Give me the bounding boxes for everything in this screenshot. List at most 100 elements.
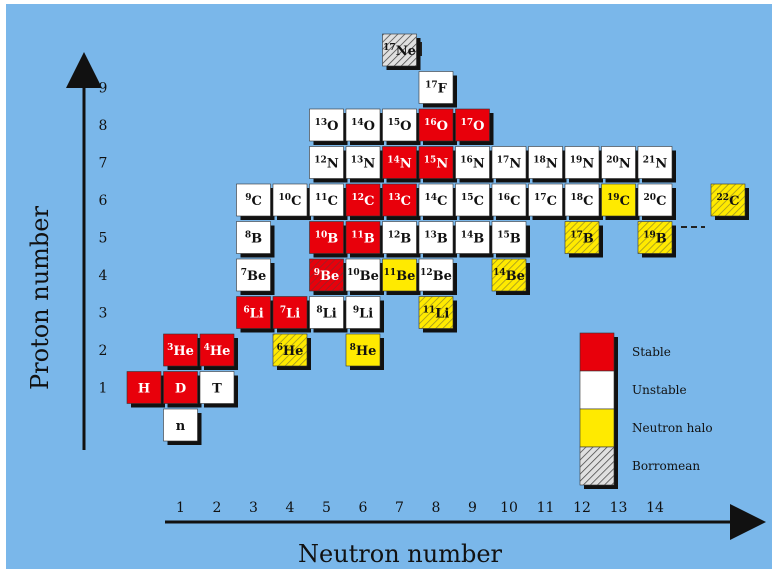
element-symbol: N xyxy=(436,157,448,172)
cell-box xyxy=(564,183,600,217)
cell-box xyxy=(601,183,636,217)
mass-number: 3 xyxy=(167,343,173,353)
nuclide-15c: 15C xyxy=(455,183,494,220)
nuclide-1h: H xyxy=(126,371,165,408)
nuclide-label: 12N xyxy=(314,156,339,172)
mass-number: 11 xyxy=(351,231,364,241)
mass-number: 15 xyxy=(461,193,474,203)
mass-number: 22 xyxy=(717,193,730,203)
cell-box xyxy=(455,221,490,254)
nuclide-label: 10B xyxy=(315,231,339,247)
element-symbol: C xyxy=(401,194,411,209)
mass-number: 19 xyxy=(643,231,656,241)
element-symbol: C xyxy=(437,194,447,209)
element-symbol: N xyxy=(619,157,631,172)
mass-number: 6 xyxy=(277,343,283,353)
cell-box xyxy=(309,183,344,217)
cell-box xyxy=(528,146,563,179)
mass-number: 11 xyxy=(315,193,328,203)
nuclide-12c: 12C xyxy=(345,183,384,220)
legend-label: Unstable xyxy=(632,383,687,397)
legend-item-stable: Stable xyxy=(579,332,671,372)
nuclide-label: 19B xyxy=(643,231,667,247)
element-symbol: B xyxy=(437,232,448,247)
x-axis-label: Neutron number xyxy=(298,540,503,568)
mass-number: 12 xyxy=(420,268,433,278)
cell-box xyxy=(345,296,381,329)
cell-box xyxy=(345,183,381,217)
nuclide-17f: 17F xyxy=(418,71,457,108)
x-tick-label: 7 xyxy=(395,500,404,516)
y-tick-label: 8 xyxy=(99,118,108,134)
nuclide-13c: 13C xyxy=(382,183,421,220)
nuclide-10c: 10C xyxy=(272,183,311,220)
element-symbol: B xyxy=(400,232,411,247)
element-symbol: Be xyxy=(360,269,379,284)
x-tick-label: 5 xyxy=(322,500,331,516)
cell-box xyxy=(418,71,454,104)
nuclide-4he: 4He xyxy=(199,333,238,370)
nuclide-label: 20C xyxy=(644,193,667,209)
cell-box xyxy=(491,146,527,179)
cell-box xyxy=(309,296,344,329)
element-symbol: N xyxy=(546,157,558,172)
legend-item-unstable: Unstable xyxy=(579,370,687,410)
nuclide-9be: 9Be xyxy=(309,258,348,295)
borromean-hatch xyxy=(711,184,745,216)
mass-number: 20 xyxy=(644,193,657,203)
y-axis-label: Proton number xyxy=(26,205,54,389)
nuclide-9c: 9C xyxy=(236,183,275,220)
nuclide-label: 22C xyxy=(717,193,740,209)
legend-item-halo: Neutron halo xyxy=(579,408,713,448)
mass-number: 6 xyxy=(243,306,249,316)
borromean-hatch xyxy=(638,221,672,254)
cell-box xyxy=(345,146,381,179)
nuclide-label: T xyxy=(212,382,222,397)
nuclide-13n: 13N xyxy=(345,146,384,183)
nuclide-11b: 11B xyxy=(345,221,384,258)
nuclide-8li: 8Li xyxy=(309,296,348,333)
cell-box xyxy=(272,296,308,329)
nuclide-label: 10Be xyxy=(347,268,379,284)
cell-box xyxy=(345,258,381,292)
element-symbol: He xyxy=(356,344,377,359)
nuclide-12b: 12B xyxy=(382,221,421,258)
nuclide-label: n xyxy=(176,419,186,434)
mass-number: 17 xyxy=(425,81,438,91)
nuclide-label: 13C xyxy=(388,193,411,209)
cell-box xyxy=(345,333,381,367)
element-symbol: B xyxy=(473,232,484,247)
nuclide-14c: 14C xyxy=(418,183,457,220)
legend-label: Borromean xyxy=(632,459,700,473)
nuclide-label: 13O xyxy=(315,118,339,134)
element-symbol: Li xyxy=(359,307,373,322)
nuclide-3he: 3He xyxy=(163,333,202,370)
mass-number: 19 xyxy=(607,193,620,203)
nuclide-16c: 16C xyxy=(491,183,530,220)
nuclide-label: 14N xyxy=(387,156,412,172)
mass-number: 15 xyxy=(388,118,401,128)
mass-number: 18 xyxy=(533,156,546,166)
mass-number: 12 xyxy=(388,231,401,241)
element-symbol: C xyxy=(510,194,520,209)
nuclide-16n: 16N xyxy=(455,146,494,183)
mass-number: 16 xyxy=(460,156,473,166)
element-symbol: Li xyxy=(323,307,337,322)
element-symbol: C xyxy=(328,194,338,209)
mass-number: 13 xyxy=(388,193,401,203)
mass-number: 7 xyxy=(280,306,286,316)
nuclide-label: 18N xyxy=(533,156,558,172)
nuclide-16o: 16O xyxy=(418,108,457,145)
cell-box xyxy=(163,408,198,442)
nuclide-label: 15N xyxy=(424,156,449,172)
element-symbol: O xyxy=(364,119,375,134)
element-symbol: N xyxy=(327,157,339,172)
mass-number: 9 xyxy=(245,193,251,203)
x-tick-label: 3 xyxy=(249,500,258,516)
nuclide-17n: 17N xyxy=(491,146,530,183)
nuclide-label: 14Be xyxy=(493,268,525,284)
mass-number: 8 xyxy=(316,306,322,316)
nuclide-label: 15C xyxy=(461,193,484,209)
nuclide-label: 12B xyxy=(388,231,412,247)
mass-number: 21 xyxy=(643,156,656,166)
